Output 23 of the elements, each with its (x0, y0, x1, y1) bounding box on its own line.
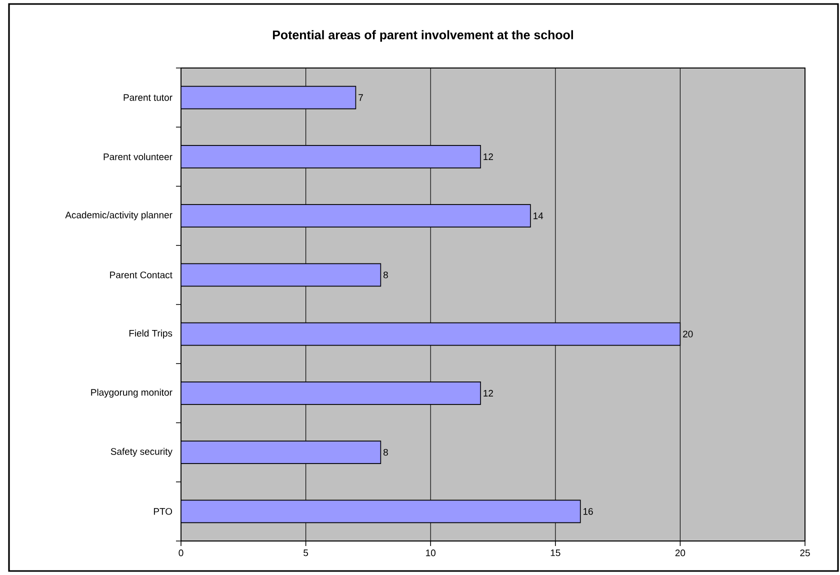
data-label: 8 (383, 272, 388, 278)
data-label: 14 (534, 212, 544, 220)
chart-title: Potential areas of parent involvement at the school (272, 30, 573, 42)
x-tick-label: 15 (550, 550, 560, 556)
x-tick-label: 25 (800, 550, 810, 556)
data-label: 12 (484, 153, 493, 160)
data-label: 16 (583, 508, 593, 515)
data-label: 7 (358, 94, 363, 101)
x-tick-label: 0 (178, 550, 184, 556)
x-tick-label: 20 (675, 550, 686, 556)
y-tick-label: Parent tutor (124, 94, 172, 101)
y-tick-label: Parent volunteer (104, 153, 172, 160)
y-tick-label: Academic/activity planner (65, 211, 172, 220)
y-tick-label: Parent Contact (110, 272, 172, 278)
x-tick-label: 10 (426, 550, 436, 556)
data-label: 12 (484, 390, 493, 396)
data-label: 20 (683, 330, 693, 338)
data-label: 8 (383, 448, 388, 456)
y-tick-label: Playgorung monitor (91, 388, 172, 398)
x-tick-label: 5 (304, 550, 308, 556)
y-tick-label: Field Trips (129, 330, 172, 338)
y-tick-label: Safety security (110, 448, 172, 457)
y-tick-label: PTO (154, 508, 172, 515)
